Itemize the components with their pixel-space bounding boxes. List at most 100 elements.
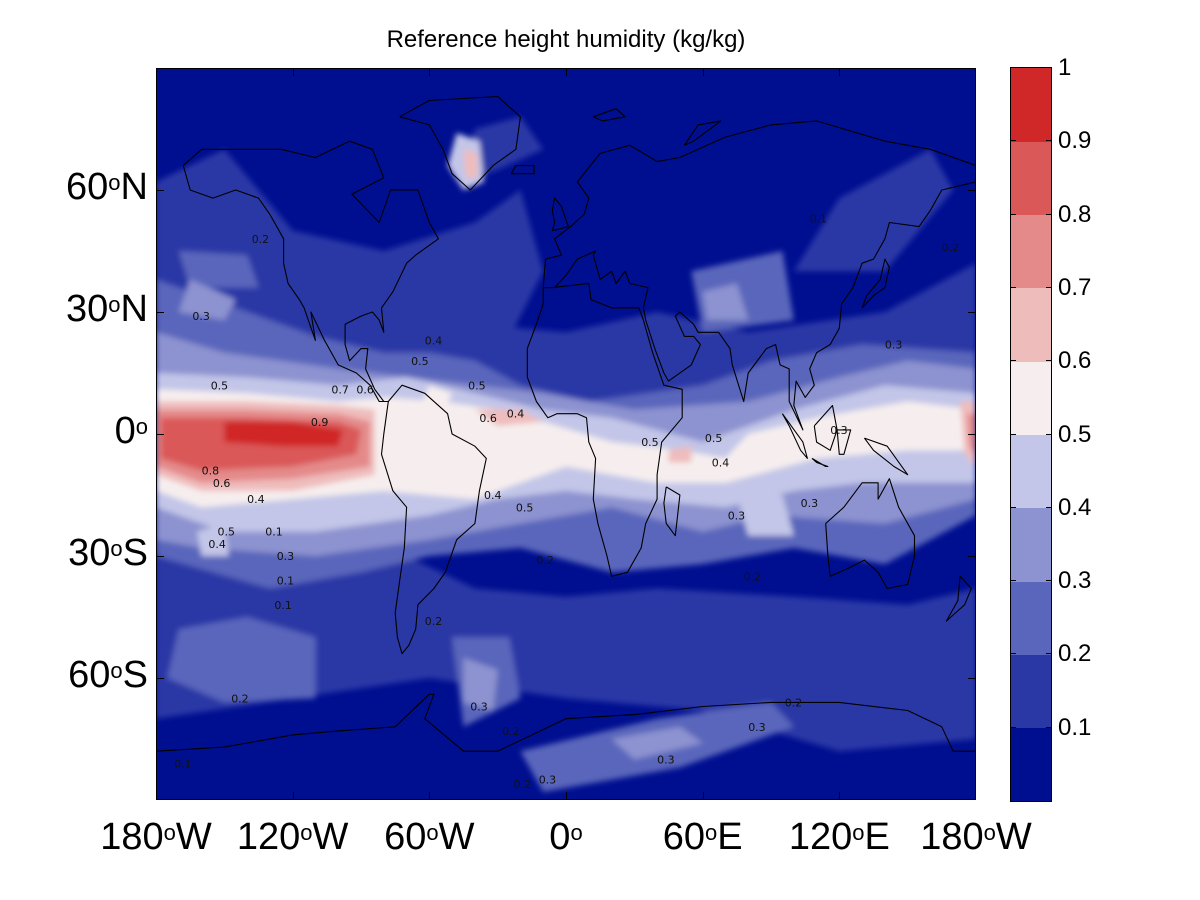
label-hemisphere: N	[120, 166, 148, 208]
latitude-tick	[968, 556, 976, 557]
label-degree-sign: o	[300, 820, 313, 845]
contour-label: 0.3	[470, 701, 488, 714]
colorbar-tick	[1010, 433, 1016, 435]
label-degree-sign: o	[108, 292, 121, 317]
coastlines	[156, 95, 976, 752]
contour-label: 0.4	[425, 335, 443, 348]
latitude-tick	[968, 312, 976, 313]
colorbar-tick	[1010, 360, 1016, 362]
label-degree-sign: o	[704, 820, 718, 845]
colorbar-tick	[1010, 67, 1016, 68]
contour-label: 0.1	[274, 599, 292, 612]
coastline	[825, 478, 916, 590]
latitude-tick	[968, 434, 976, 435]
colorbar-tick	[1010, 726, 1016, 728]
coastline	[683, 120, 722, 146]
contour-label: 0.3	[748, 721, 766, 734]
colorbar-segment	[1011, 434, 1051, 509]
latitude-tick	[156, 678, 164, 679]
humidity-map: 0.7 0.6 0.5 0.9 0.8 0.6 0.4 0.5 0.4 0.3 0.1 0.1 0.2 0…	[156, 68, 976, 800]
longitude-label: 180oW	[920, 818, 1032, 856]
coastline	[663, 486, 681, 537]
colorbar-tick	[1010, 286, 1016, 288]
coastline	[156, 693, 976, 752]
label-degrees: 60	[384, 816, 427, 858]
contour-label: 0.6	[356, 383, 374, 396]
contour-label: 0.3	[830, 424, 848, 437]
contour-label: 0.7	[331, 383, 349, 396]
longitude-tick	[429, 792, 431, 800]
humidity-level-region	[668, 446, 692, 463]
coastline	[811, 457, 829, 468]
longitude-label: 0o	[549, 818, 582, 856]
contour-label: 0.4	[247, 493, 265, 506]
label-degree-sign: o	[108, 170, 121, 195]
humidity-level-region	[463, 116, 544, 182]
humidity-level-region	[178, 251, 259, 288]
latitude-tick	[156, 190, 164, 191]
longitude-tick	[702, 68, 704, 76]
contour-label: 0.9	[311, 416, 329, 429]
latitude-label: 60oS	[40, 656, 148, 694]
longitude-tick	[566, 792, 567, 800]
label-degree-sign: o	[570, 820, 583, 845]
coastline	[551, 197, 569, 232]
latitude-tick	[156, 312, 164, 313]
label-hemisphere: N	[120, 288, 148, 330]
contour-label: 0.5	[218, 526, 236, 539]
coastline	[542, 120, 976, 431]
coastline	[526, 282, 683, 577]
contour-label: 0.4	[208, 538, 226, 551]
label-degrees: 60	[662, 816, 705, 858]
latitude-tick	[156, 556, 164, 557]
label-degree-sign: o	[110, 536, 123, 561]
label-degrees: 60	[68, 654, 111, 696]
label-degrees: 0	[549, 816, 571, 858]
longitude-tick	[156, 792, 157, 800]
longitude-tick	[156, 68, 157, 76]
longitude-tick	[839, 68, 841, 76]
colorbar-tick-label: 0.6	[1058, 347, 1092, 375]
contour-label: 0.5	[641, 436, 659, 449]
contour-label: 0.1	[265, 526, 283, 539]
coastline	[593, 108, 626, 122]
contour-label: 0.4	[484, 489, 502, 502]
colorbar-tick-label: 0.7	[1058, 273, 1092, 301]
colorbar-segment	[1011, 214, 1051, 289]
humidity-level-region	[156, 523, 976, 752]
label-degree-sign: o	[852, 820, 865, 845]
contour-label: 0.2	[231, 692, 249, 705]
coastline	[836, 429, 852, 455]
label-degree-sign: o	[983, 820, 996, 845]
contour-label: 0.3	[192, 310, 210, 323]
humidity-level-region	[178, 279, 236, 321]
colorbar-tick	[1010, 140, 1016, 142]
contour-label: 0.6	[479, 412, 497, 425]
label-hemisphere: E	[864, 816, 890, 858]
contour-label: 0.2	[785, 697, 803, 710]
contour-label: 0.3	[801, 497, 819, 510]
label-degree-sign: o	[135, 414, 148, 439]
colorbar-tick-label: 1	[1058, 54, 1072, 81]
contour-label: 0.3	[277, 550, 295, 563]
contour-label: 0.2	[942, 241, 960, 254]
label-hemisphere: W	[175, 816, 212, 858]
colorbar-tick-label: 0.1	[1058, 713, 1092, 741]
label-degrees: 0	[114, 410, 136, 452]
coastline	[510, 165, 535, 175]
colorbar-tick	[1010, 653, 1016, 655]
colorbar-segment	[1011, 727, 1051, 801]
latitude-tick	[968, 678, 976, 679]
colorbar-tick-label: 0.8	[1058, 200, 1092, 228]
label-degree-sign: o	[163, 820, 176, 845]
colorbar-tick	[1046, 506, 1052, 508]
label-hemisphere: W	[995, 816, 1032, 858]
colorbar-segment	[1011, 141, 1051, 216]
latitude-label: 60oN	[40, 168, 148, 206]
longitude-tick	[702, 792, 704, 800]
colorbar-tick	[1046, 653, 1052, 655]
humidity-field: 0.7 0.60.50.90.80.60.40.50.40.30.10.10.20…	[156, 68, 976, 800]
colorbar-tick	[1046, 726, 1052, 728]
label-hemisphere: E	[717, 816, 743, 858]
contour-label: 0.6	[213, 477, 231, 490]
